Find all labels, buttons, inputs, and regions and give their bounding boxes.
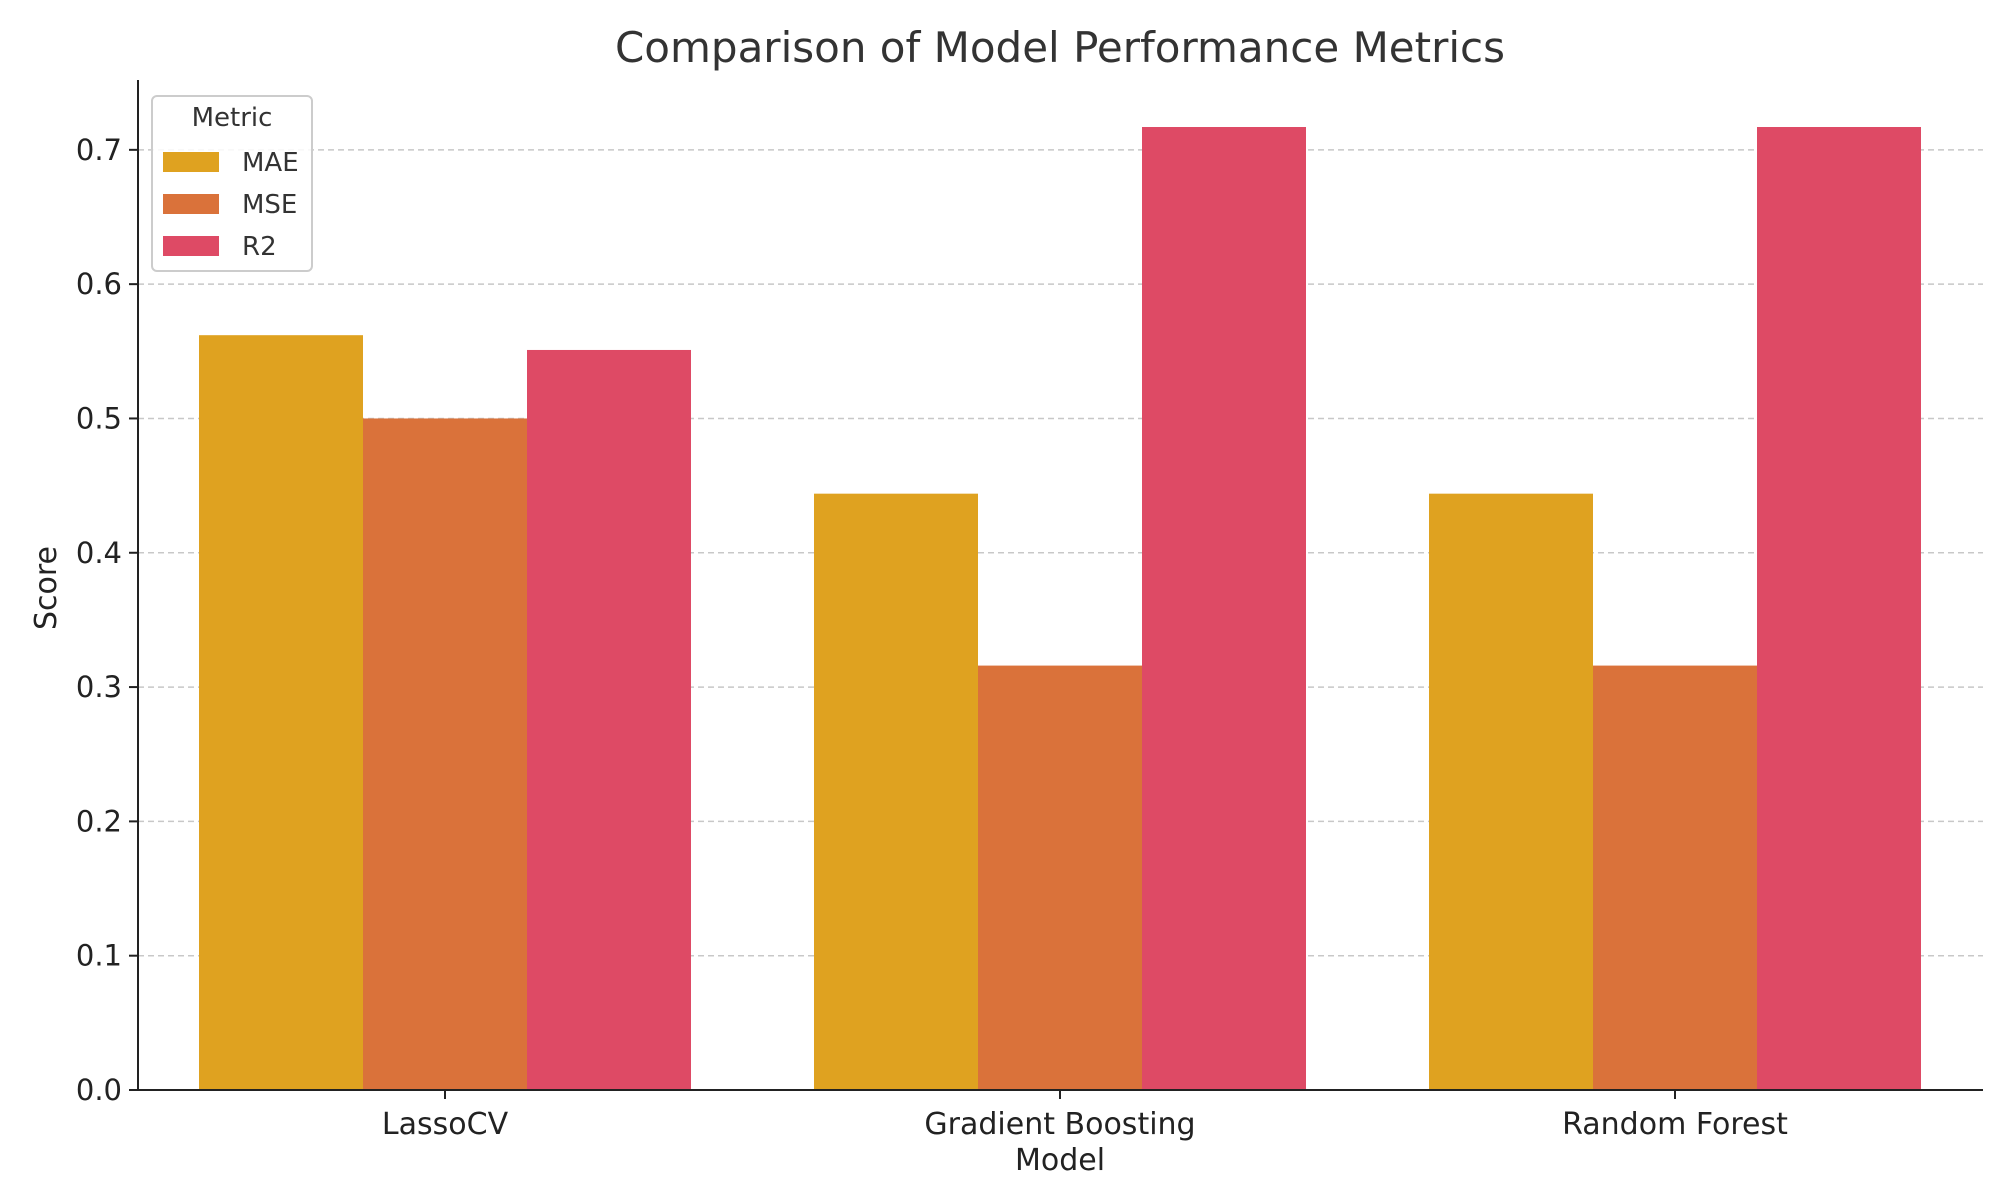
bar-mae-random-forest — [1429, 493, 1593, 1090]
legend-swatch-mae — [163, 152, 219, 172]
y-axis-label: Score — [29, 546, 64, 630]
bar-r2-gradient-boosting — [1142, 127, 1306, 1090]
x-tick-label: Random Forest — [1562, 1107, 1788, 1142]
y-tick-label: 0.3 — [76, 670, 122, 704]
y-tick-label: 0.7 — [76, 133, 122, 167]
y-tick-label: 0.2 — [76, 804, 122, 838]
bar-r2-lassocv — [527, 349, 691, 1091]
x-ticks: LassoCV Gradient Boosting Random Forest — [382, 1090, 1788, 1142]
legend-label-mae: MAE — [242, 148, 299, 178]
y-tick-label: 0.4 — [76, 536, 122, 570]
y-tick-label: 0.1 — [76, 939, 122, 973]
y-tick-label: 0.6 — [76, 267, 122, 301]
bar-mse-lassocv — [363, 418, 527, 1090]
bar-mse-random-forest — [1593, 665, 1757, 1090]
x-tick-label: LassoCV — [382, 1107, 509, 1142]
bar-mae-lassocv — [199, 335, 363, 1090]
y-ticks: 0.0 0.1 0.2 0.3 0.4 0.5 0.6 0.7 — [76, 133, 138, 1107]
legend-label-r2: R2 — [242, 232, 277, 262]
y-tick-label: 0.5 — [76, 401, 122, 435]
bar-mse-gradient-boosting — [978, 665, 1142, 1090]
chart-title: Comparison of Model Performance Metrics — [615, 23, 1505, 72]
bars — [199, 127, 1921, 1091]
legend-label-mse: MSE — [242, 190, 297, 220]
bar-mae-gradient-boosting — [814, 493, 978, 1090]
x-axis-label: Model — [1015, 1143, 1105, 1178]
legend-swatch-mse — [163, 194, 219, 214]
legend-title: Metric — [192, 103, 273, 133]
legend-box — [151, 95, 313, 272]
legend-items: MAE MSE R2 — [163, 148, 299, 262]
bar-r2-random-forest — [1757, 127, 1921, 1090]
y-tick-label: 0.0 — [76, 1073, 122, 1107]
x-tick-label: Gradient Boosting — [924, 1107, 1195, 1142]
legend: Metric MAE MSE R2 — [151, 95, 313, 272]
legend-swatch-r2 — [163, 236, 219, 256]
